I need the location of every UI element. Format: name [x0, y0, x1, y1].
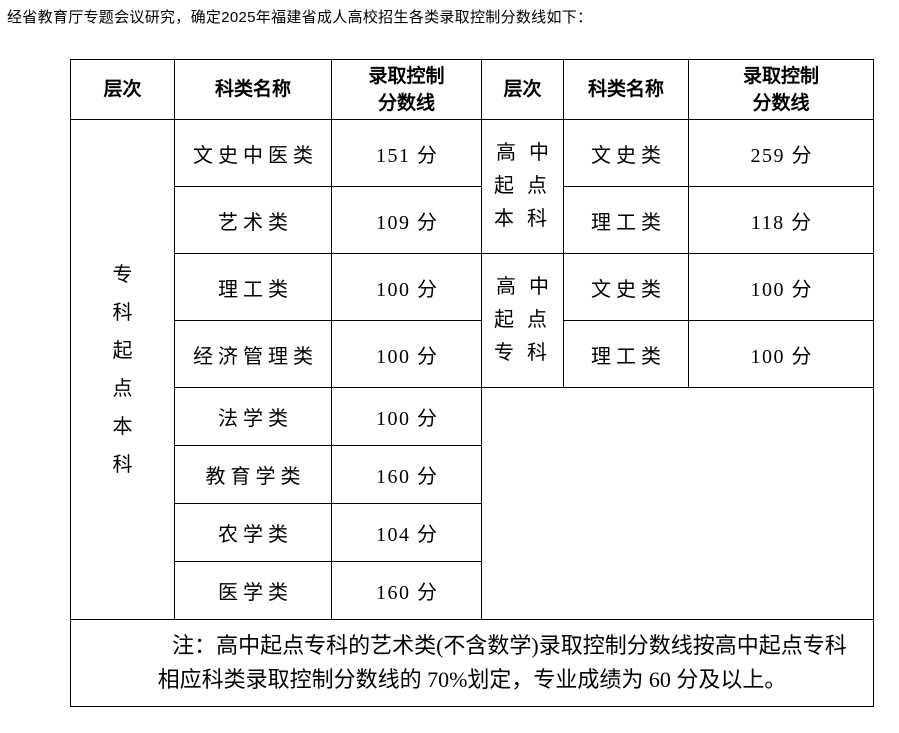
intro-text: 经省教育厅专题会议研究，确定2025年福建省成人高校招生各类录取控制分数线如下： [7, 9, 593, 26]
category-cell: 农学类 [174, 503, 332, 562]
table-header-row: 层次 科类名称 录取控制 分数线 层次 科类名称 录取控制 分数线 [70, 59, 874, 120]
score-cell: 160 分 [331, 561, 482, 620]
table-row: 农学类 104 分 [71, 503, 874, 562]
score-cell: 100 分 [331, 387, 482, 446]
category-cell: 艺术类 [174, 186, 332, 254]
category-cell: 理工类 [563, 320, 689, 388]
score-cell: 160 分 [331, 445, 482, 504]
score-cell: 109 分 [331, 186, 482, 254]
header-category-cell-right: 科类名称 [563, 59, 689, 120]
score-cell: 100 分 [331, 320, 482, 388]
table-row: 艺术类 109 分 理工类 118 分 [71, 186, 874, 254]
category-cell: 文史类 [563, 253, 689, 321]
category-cell: 医学类 [174, 561, 332, 620]
empty-cell [481, 387, 874, 620]
score-cell: 259 分 [688, 119, 874, 187]
score-cell: 151 分 [331, 119, 482, 187]
score-cell: 104 分 [331, 503, 482, 562]
table-row: 医学类 160 分 [71, 561, 874, 620]
header-category-cell-left: 科类名称 [174, 59, 332, 120]
score-cell: 100 分 [688, 320, 874, 388]
header-level-cell-right: 层次 [481, 59, 564, 120]
table-row: 教育学类 160 分 [71, 445, 874, 504]
header-scoreline-cell-left: 录取控制 分数线 [331, 59, 482, 120]
level-cell-gaoqizhuan: 高 中 起 点 专 科 [481, 253, 564, 388]
table-row: 专 科 起 点 本 科 文史中医类 151 分 高 中 起 点 本 科 文史类 … [70, 119, 874, 620]
level-cell-gaoqiben: 高 中 起 点 本 科 [481, 119, 564, 254]
score-cell: 118 分 [688, 186, 874, 254]
note-row: 注：高中起点专科的艺术类(不含数学)录取控制分数线按高中起点专科 相应科类录取控… [70, 619, 874, 707]
category-cell: 理工类 [174, 253, 332, 321]
table-row: 法学类 100 分 [71, 387, 874, 620]
level-cell-zhuanshengben: 专 科 起 点 本 科 [70, 119, 175, 620]
header-scoreline-cell-right: 录取控制 分数线 [688, 59, 874, 120]
category-cell: 文史类 [563, 119, 689, 187]
category-cell: 经济管理类 [174, 320, 332, 388]
header-level-cell-left: 层次 [70, 59, 175, 120]
score-cell: 100 分 [331, 253, 482, 321]
category-cell: 教育学类 [174, 445, 332, 504]
category-cell: 法学类 [174, 387, 332, 446]
table-row: 经济管理类 100 分 理工类 100 分 [71, 320, 874, 388]
category-cell: 理工类 [563, 186, 689, 254]
note-cell: 注：高中起点专科的艺术类(不含数学)录取控制分数线按高中起点专科 相应科类录取控… [70, 619, 874, 707]
score-cutoff-table: 层次 科类名称 录取控制 分数线 层次 科类名称 录取控制 分数线 专 科 起 … [70, 59, 874, 707]
table-row: 理工类 100 分 高 中 起 点 专 科 文史类 100 分 [71, 253, 874, 388]
category-cell: 文史中医类 [174, 119, 332, 187]
score-cell: 100 分 [688, 253, 874, 321]
